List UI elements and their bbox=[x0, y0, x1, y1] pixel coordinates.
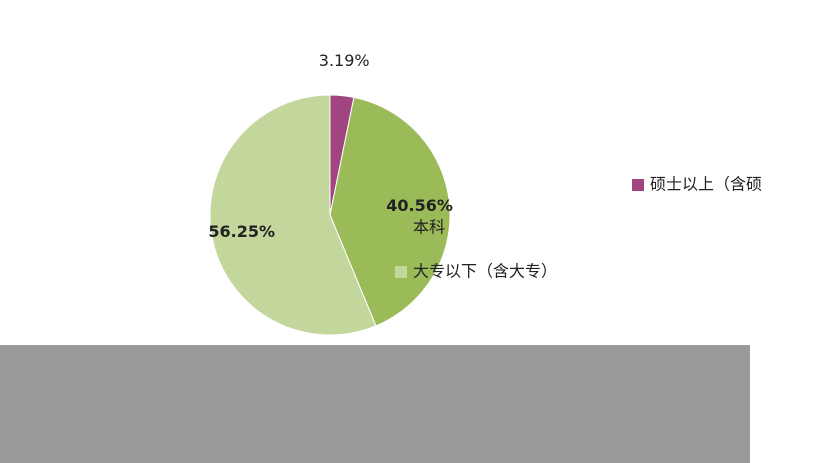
legend-swatch bbox=[395, 222, 407, 234]
pie bbox=[209, 94, 451, 336]
value-label: 56.25% bbox=[208, 222, 275, 241]
pie-slice bbox=[329, 96, 451, 327]
legend-swatch bbox=[632, 179, 644, 191]
value-labels: 3.19% 40.56% 56.25% bbox=[208, 51, 452, 241]
value-label: 40.56% bbox=[386, 196, 453, 215]
legend-label: 大专以下（含大专） bbox=[413, 262, 557, 281]
legend-label: 本科 bbox=[413, 218, 445, 237]
value-label: 3.19% bbox=[319, 51, 370, 70]
legend-swatch bbox=[395, 266, 407, 278]
legend-label: 硕士以上（含硕 bbox=[650, 175, 762, 194]
pie-slice bbox=[209, 94, 377, 336]
lower-band bbox=[0, 345, 750, 463]
